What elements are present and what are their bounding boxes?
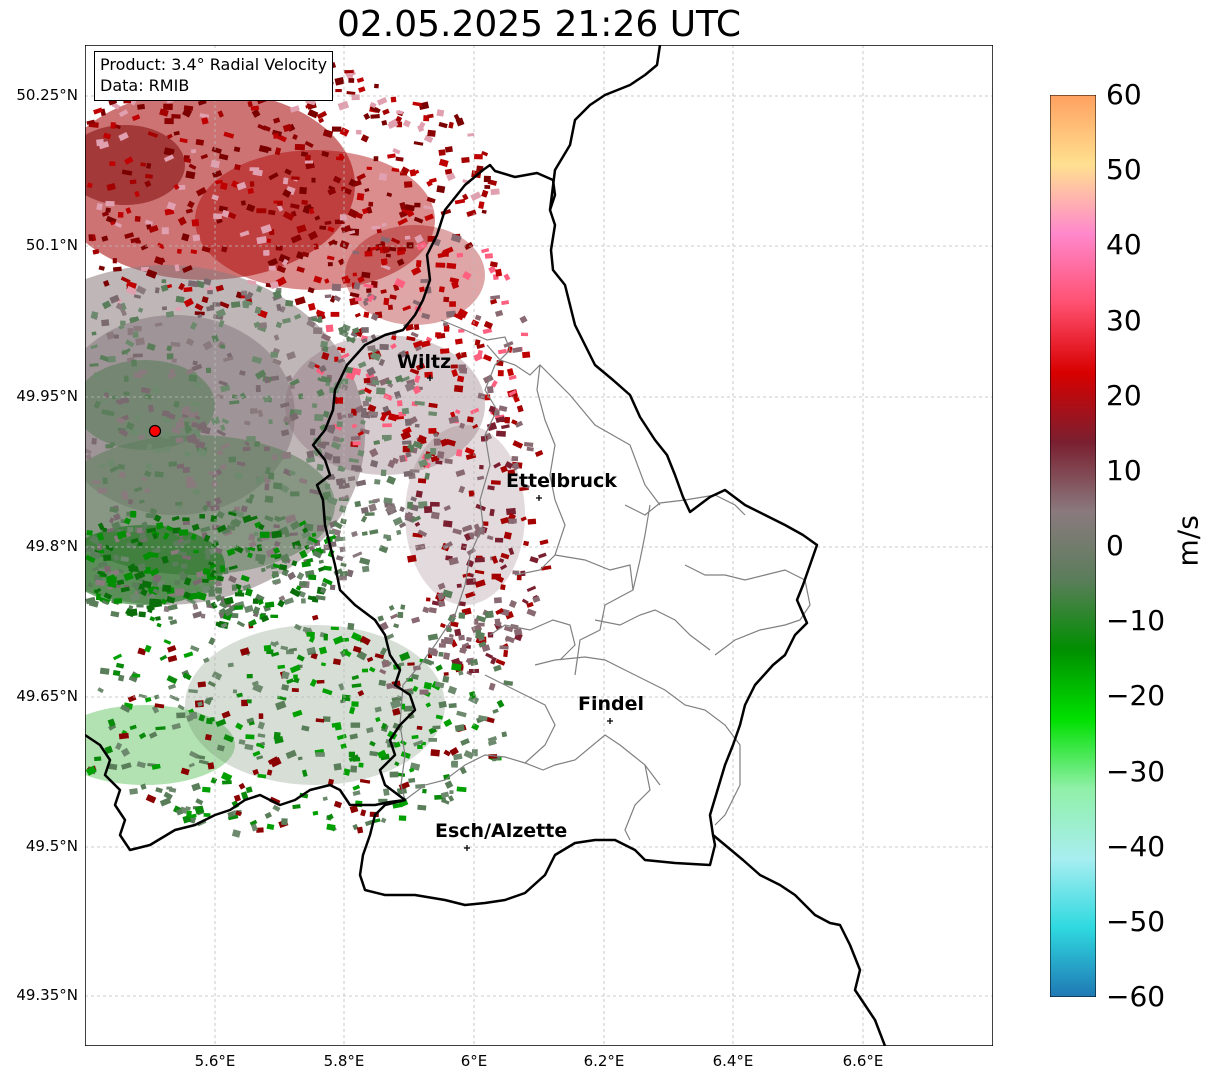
colorbar-tick-label: 30 [1106, 303, 1142, 337]
colorbar-tick-label: 50 [1106, 153, 1142, 187]
colorbar-tick-label: 60 [1106, 78, 1142, 111]
lat-label: 50.25°N [16, 86, 78, 104]
colorbar-tick-label: 20 [1106, 378, 1142, 412]
map-title: 02.05.2025 21:26 UTC [336, 4, 742, 45]
colorbar-unit: m/s [1171, 515, 1205, 567]
marker-esch [464, 845, 470, 851]
lon-label: 5.6°E [194, 1052, 236, 1070]
colorbar-tick-label: 10 [1106, 453, 1142, 487]
lon-label: 6.4°E [712, 1052, 754, 1070]
product-info-box: Product: 3.4° Radial Velocity Data: RMIB [94, 51, 334, 101]
national-border [85, 163, 887, 1046]
city-label-ettelbruck: Ettelbruck [506, 470, 617, 492]
lat-label: 49.8°N [25, 537, 78, 555]
gridlines [85, 45, 993, 1046]
lat-label: 49.95°N [16, 387, 78, 405]
lat-label: 49.5°N [25, 837, 78, 855]
colorbar-tick-label: −30 [1106, 754, 1166, 788]
colorbar-tick-label: −40 [1106, 829, 1166, 863]
colorbar [1050, 95, 1096, 997]
marker-findel [607, 718, 613, 724]
product-label: Product: 3.4° Radial Velocity [100, 55, 328, 74]
colorbar-tick-label: 0 [1106, 529, 1124, 562]
national-border-west [358, 798, 717, 907]
echo-red-cluster [85, 90, 485, 325]
lat-label: 49.35°N [16, 986, 78, 1004]
city-label-esch: Esch/Alzette [435, 820, 568, 842]
map-svg [85, 45, 993, 1046]
lat-label: 50.1°N [25, 236, 78, 254]
national-border-north [548, 45, 662, 211]
colorbar-tick-label: −60 [1106, 980, 1166, 1013]
lon-label: 6.2°E [583, 1052, 625, 1070]
colorbar-tick-label: 40 [1106, 228, 1142, 262]
colorbar-gradient [1050, 95, 1096, 997]
marker-ettelbruck [536, 495, 542, 501]
map-panel [85, 45, 993, 1046]
colorbar-tick-label: −10 [1106, 604, 1166, 638]
marker-wiltz [427, 375, 433, 381]
data-source-label: Data: RMIB [100, 76, 190, 95]
colorbar-tick-label: −20 [1106, 679, 1166, 713]
canton-borders [399, 319, 811, 841]
city-label-findel: Findel [578, 693, 645, 715]
lon-label: 6°E [460, 1052, 488, 1070]
lon-label: 5.8°E [323, 1052, 365, 1070]
city-label-wiltz: Wiltz [397, 351, 452, 373]
radar-site-marker [148, 424, 162, 438]
lon-label: 6.6°E [842, 1052, 884, 1070]
city-markers [427, 375, 613, 851]
colorbar-tick-label: −50 [1106, 904, 1166, 938]
lat-label: 49.65°N [16, 687, 78, 705]
